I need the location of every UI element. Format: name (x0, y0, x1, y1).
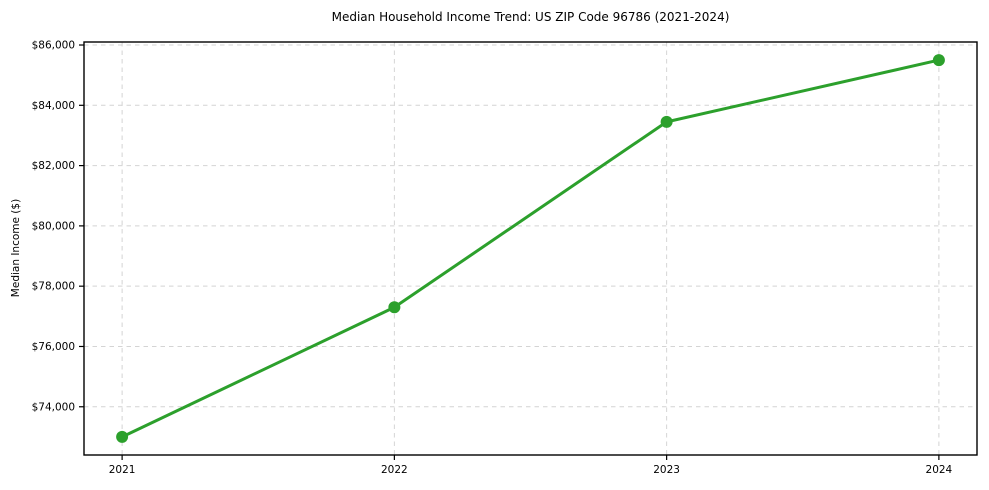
trend-line (120, 58, 941, 439)
data-point-2023 (660, 115, 673, 128)
plot-border (83, 41, 978, 456)
x-tick-label: 2022 (381, 464, 408, 476)
x-tick-label: 2024 (926, 464, 953, 476)
data-point-2024 (932, 54, 945, 67)
x-tick-label: 2021 (109, 464, 136, 476)
y-tick-label: $78,000 (32, 281, 75, 293)
data-point-2022 (388, 301, 401, 314)
chart-title: Median Household Income Trend: US ZIP Co… (331, 10, 730, 24)
y-tick-label: $84,000 (32, 100, 75, 112)
y-tick-label: $74,000 (32, 401, 75, 413)
y-tick-label: $86,000 (32, 40, 75, 52)
data-point-2021 (116, 430, 129, 443)
y-tick-label: $76,000 (32, 341, 75, 353)
y-tick-label: $80,000 (32, 220, 75, 232)
y-tick-label: $82,000 (32, 160, 75, 172)
x-tick-label: 2023 (653, 464, 680, 476)
